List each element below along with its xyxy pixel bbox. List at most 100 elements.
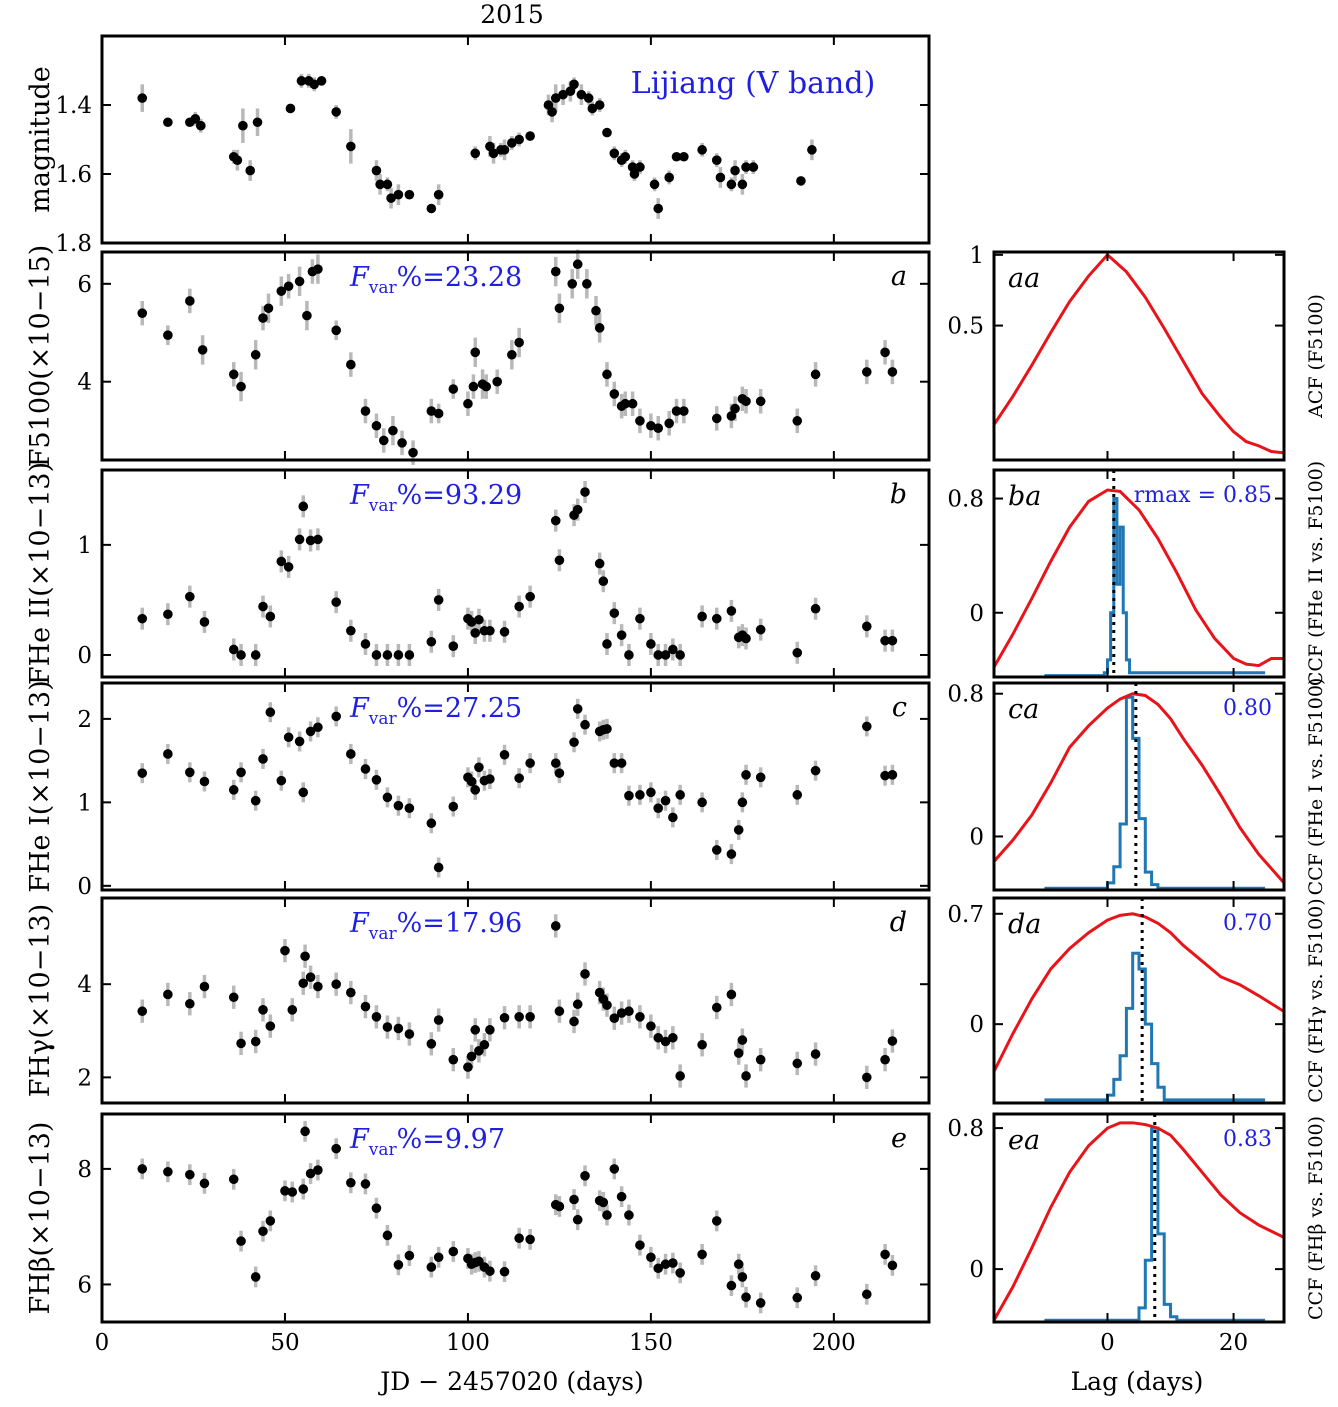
data-point	[554, 768, 565, 778]
data-point	[371, 1012, 382, 1022]
data-point	[653, 1263, 664, 1274]
data-point	[697, 797, 707, 808]
y-axis-label: FHe II(×10−13)	[25, 462, 56, 685]
data-point	[474, 762, 484, 773]
data-point	[755, 772, 766, 783]
data-point	[810, 603, 821, 614]
data-point	[726, 1280, 737, 1291]
year-label: 2015	[480, 0, 544, 29]
data-point	[137, 613, 148, 624]
data-point	[276, 286, 287, 296]
data-point	[810, 369, 821, 380]
data-point	[627, 398, 638, 409]
data-point	[263, 303, 274, 314]
data-point	[283, 732, 294, 743]
data-point	[507, 138, 517, 148]
data-point	[602, 1000, 612, 1010]
data-point	[236, 650, 246, 660]
data-point	[514, 134, 524, 145]
data-point	[185, 767, 195, 778]
data-point	[426, 203, 437, 214]
data-point	[755, 1298, 766, 1308]
data-point	[137, 768, 148, 778]
data-point	[755, 624, 766, 635]
data-point	[258, 313, 268, 323]
lag-axis-label: Lag (days)	[1071, 1367, 1204, 1396]
data-point	[265, 1216, 276, 1226]
data-point	[514, 773, 524, 783]
data-point	[755, 396, 766, 407]
data-point	[660, 650, 671, 660]
fvar-label: Fvar%=23.28	[349, 262, 522, 298]
data-point	[649, 179, 660, 190]
data-point	[880, 770, 890, 781]
data-point	[624, 1210, 634, 1220]
data-point	[715, 172, 726, 183]
data-point	[346, 359, 356, 370]
data-point	[309, 79, 320, 90]
data-point	[514, 601, 524, 612]
data-point	[679, 151, 689, 162]
y-tick-label: 6	[77, 272, 92, 298]
data-point	[741, 162, 751, 172]
data-point	[711, 413, 722, 424]
data-point	[572, 1214, 583, 1225]
data-point	[861, 1289, 872, 1300]
rmax-label: 0.70	[1223, 911, 1272, 936]
data-point	[426, 818, 437, 829]
data-point	[582, 279, 592, 289]
data-point	[470, 785, 481, 795]
data-point	[137, 1164, 148, 1174]
data-point	[609, 389, 620, 399]
data-point	[199, 776, 210, 787]
lag-histogram	[1044, 695, 1266, 890]
data-point	[733, 825, 744, 835]
data-point	[602, 127, 612, 138]
lightcurve-panel-b: 0 1 Fvar%=93.29 b FHe II(×10−13)	[25, 462, 931, 685]
data-point	[163, 1166, 173, 1177]
data-point	[298, 501, 309, 512]
y-axis-label: FHγ(×10−13)	[25, 904, 56, 1097]
data-point	[294, 534, 305, 545]
data-point	[185, 1169, 195, 1180]
data-point	[252, 117, 263, 128]
data-point	[646, 639, 656, 649]
data-point	[697, 1249, 707, 1260]
data-point	[346, 141, 356, 152]
data-point	[697, 1039, 707, 1050]
correlation-curve	[994, 912, 1284, 1073]
data-point	[346, 987, 356, 998]
data-point	[697, 611, 707, 622]
data-point	[331, 597, 341, 607]
data-point	[624, 650, 634, 660]
data-point	[346, 1177, 356, 1188]
data-point	[660, 1259, 671, 1270]
data-point	[228, 369, 239, 380]
data-point	[382, 792, 393, 803]
data-point	[313, 264, 323, 274]
data-point	[258, 1226, 268, 1237]
correlation-curve	[994, 1121, 1284, 1321]
panel-frame	[100, 896, 931, 1105]
data-point	[485, 1025, 495, 1035]
side-label: CCF (FHe II vs. F5100)	[1305, 461, 1327, 686]
plot-area	[994, 252, 1284, 455]
data-point	[792, 416, 803, 426]
x-axis-label: JD − 2457020 (days)	[377, 1367, 644, 1396]
data-point	[386, 193, 396, 203]
y-tick-label: 0.7	[947, 902, 984, 928]
data-point	[550, 515, 561, 526]
data-point	[609, 1013, 620, 1024]
fvar-label: Fvar%=17.96	[349, 908, 522, 944]
data-point	[404, 1029, 415, 1039]
data-point	[792, 790, 803, 800]
data-point	[796, 176, 806, 186]
data-point	[525, 758, 535, 768]
y-tick-label: 6	[77, 1272, 92, 1298]
fvar-value: 93.29	[445, 480, 522, 511]
data-point	[668, 812, 678, 823]
panel-letter: aa	[1008, 263, 1040, 294]
data-point	[393, 800, 404, 811]
side-label: CCF (FHβ vs. F5100)	[1305, 1116, 1327, 1320]
data-point	[550, 93, 561, 103]
